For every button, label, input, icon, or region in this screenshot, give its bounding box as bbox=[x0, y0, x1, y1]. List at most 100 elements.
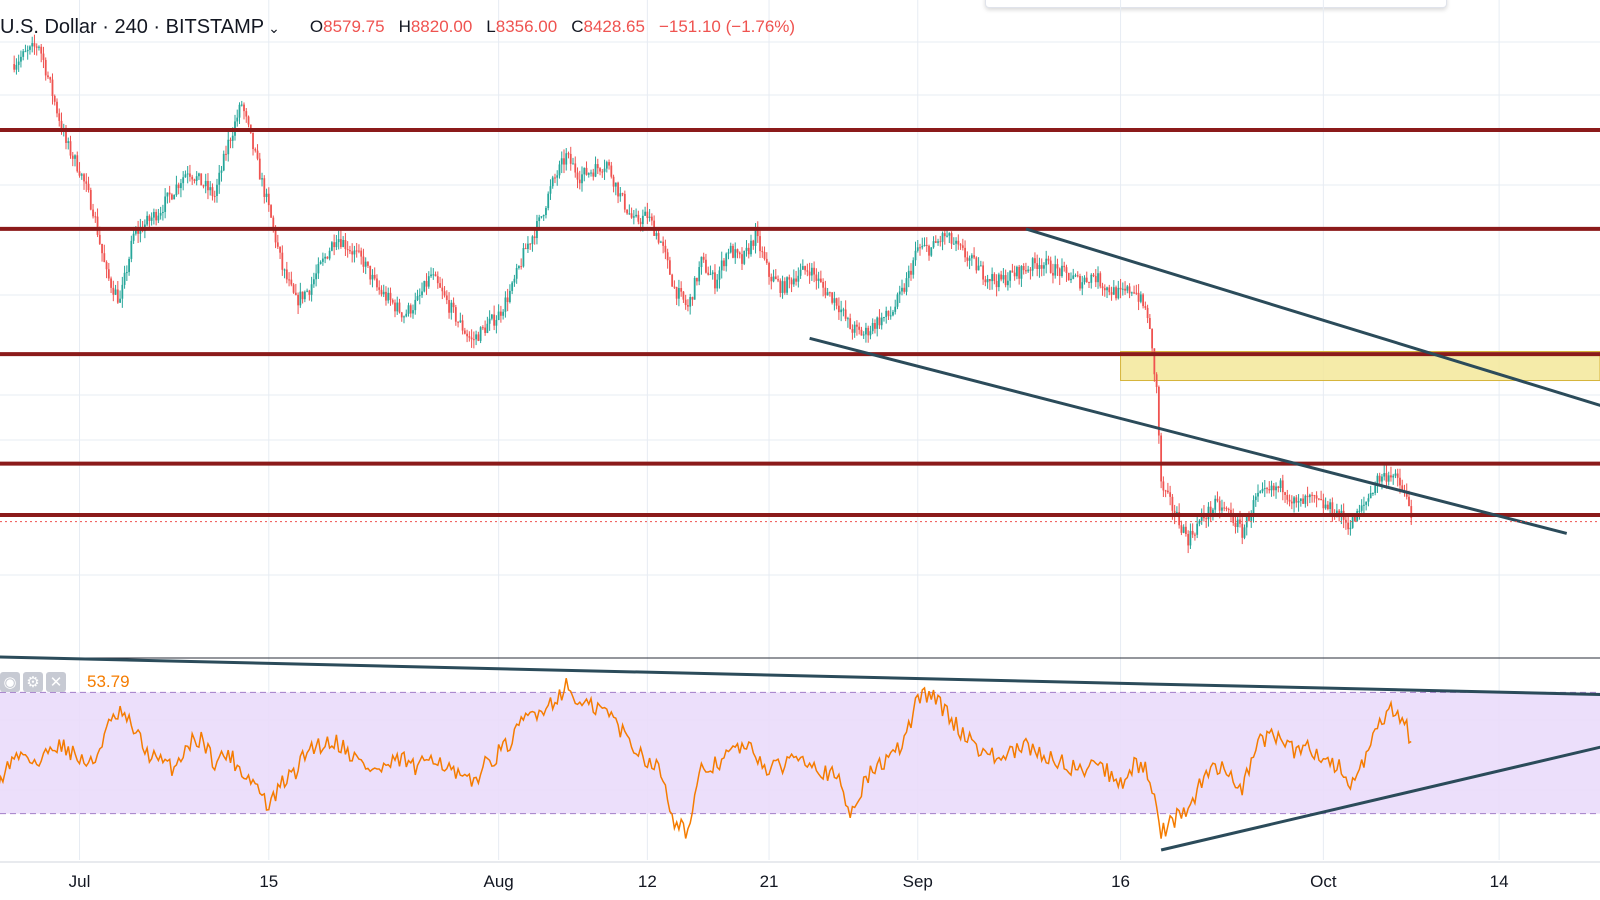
candle-body bbox=[504, 297, 507, 312]
candle-body bbox=[919, 247, 921, 249]
candle-body bbox=[1009, 270, 1012, 281]
candle-body bbox=[1381, 476, 1383, 482]
candle-body bbox=[831, 292, 834, 303]
candle-body bbox=[319, 261, 322, 264]
candle-body bbox=[1038, 265, 1041, 270]
candle-body bbox=[270, 205, 272, 218]
candle-body bbox=[69, 141, 72, 156]
candle-body bbox=[17, 61, 20, 65]
candle-body bbox=[824, 287, 827, 296]
candle-body bbox=[349, 250, 351, 252]
candle-body bbox=[853, 324, 856, 333]
candle-body bbox=[1187, 533, 1190, 546]
candle-body bbox=[567, 153, 570, 155]
candle-body bbox=[756, 229, 759, 237]
candle-body bbox=[513, 278, 516, 283]
candle-body bbox=[671, 274, 674, 287]
candle-body bbox=[822, 282, 825, 288]
candle-body bbox=[335, 242, 338, 248]
candle-body bbox=[15, 64, 18, 70]
candle-body bbox=[454, 307, 457, 322]
candle-body bbox=[1072, 275, 1075, 279]
candle-body bbox=[159, 212, 162, 216]
candle-body bbox=[1363, 504, 1365, 506]
candle-body bbox=[1074, 275, 1077, 277]
candle-body bbox=[932, 241, 935, 248]
candle-body bbox=[1351, 517, 1354, 528]
rsi-trendline bbox=[1160, 745, 1600, 852]
candle-body bbox=[984, 279, 987, 283]
candle-body bbox=[418, 295, 421, 297]
candle-body bbox=[585, 167, 588, 175]
rsi-band bbox=[0, 691, 1600, 815]
candle-body bbox=[267, 193, 270, 206]
candle-body bbox=[1178, 511, 1181, 526]
x-tick-label: 15 bbox=[259, 872, 279, 891]
candle-body bbox=[889, 315, 892, 317]
candle-body bbox=[200, 173, 203, 186]
candle-body bbox=[1090, 274, 1093, 283]
candle-body bbox=[308, 290, 311, 295]
close-icon[interactable]: ✕ bbox=[46, 672, 66, 692]
candle-body bbox=[783, 281, 786, 293]
candle-body bbox=[119, 298, 121, 303]
candle-body bbox=[842, 309, 845, 311]
candle-body bbox=[813, 267, 816, 275]
candle-body bbox=[529, 243, 532, 245]
candle-body bbox=[898, 291, 901, 295]
candle-body bbox=[443, 291, 446, 296]
candle-body bbox=[867, 327, 870, 336]
candle-body bbox=[67, 141, 70, 143]
candle-body bbox=[788, 277, 791, 280]
candle-body bbox=[191, 176, 194, 180]
candle-body bbox=[216, 184, 218, 196]
candle-body bbox=[759, 236, 761, 252]
candle-body bbox=[497, 311, 500, 321]
candle-body bbox=[1261, 488, 1264, 492]
candle-body bbox=[493, 314, 496, 326]
candle-body bbox=[871, 323, 874, 332]
candle-body bbox=[1270, 485, 1273, 491]
candle-body bbox=[1230, 509, 1232, 514]
candle-body bbox=[1083, 277, 1086, 283]
candle-body bbox=[837, 305, 840, 313]
candle-body bbox=[252, 132, 254, 150]
candle-body bbox=[148, 215, 151, 221]
candle-body bbox=[632, 216, 635, 218]
candle-body bbox=[705, 259, 707, 273]
candle-body bbox=[819, 278, 822, 283]
candle-body bbox=[901, 287, 903, 292]
candle-body bbox=[1299, 498, 1302, 502]
candle-body bbox=[743, 250, 746, 264]
candle-body bbox=[903, 287, 906, 292]
symbol-selector[interactable]: U.S. Dollar · 240 · BITSTAMP ⌄ bbox=[0, 16, 280, 39]
candle-body bbox=[716, 279, 719, 289]
candle-body bbox=[1194, 534, 1196, 536]
candle-body bbox=[943, 233, 946, 237]
candle-body bbox=[371, 274, 374, 280]
candle-body bbox=[547, 193, 550, 209]
candle-body bbox=[353, 250, 356, 255]
candle-body bbox=[484, 327, 487, 333]
eye-icon[interactable]: ◉ bbox=[0, 672, 20, 692]
candle-body bbox=[58, 113, 61, 121]
candle-body bbox=[421, 291, 423, 296]
candle-body bbox=[1320, 499, 1323, 501]
candle-body bbox=[20, 56, 22, 62]
candle-body bbox=[364, 261, 367, 267]
candle-body bbox=[509, 290, 511, 302]
rsi-line bbox=[0, 678, 1412, 839]
symbol-label: U.S. Dollar · 240 · BITSTAMP bbox=[0, 15, 265, 38]
candle-body bbox=[968, 258, 971, 261]
candle-body bbox=[723, 260, 725, 267]
settings-icon[interactable]: ⚙ bbox=[23, 672, 43, 692]
candle-body bbox=[105, 262, 108, 270]
candle-body bbox=[856, 324, 858, 327]
candle-body bbox=[1079, 275, 1081, 289]
candle-body bbox=[1306, 495, 1309, 498]
candle-body bbox=[1155, 374, 1158, 387]
candle-body bbox=[1189, 530, 1192, 546]
candle-body bbox=[905, 278, 908, 292]
candle-body bbox=[646, 211, 649, 218]
